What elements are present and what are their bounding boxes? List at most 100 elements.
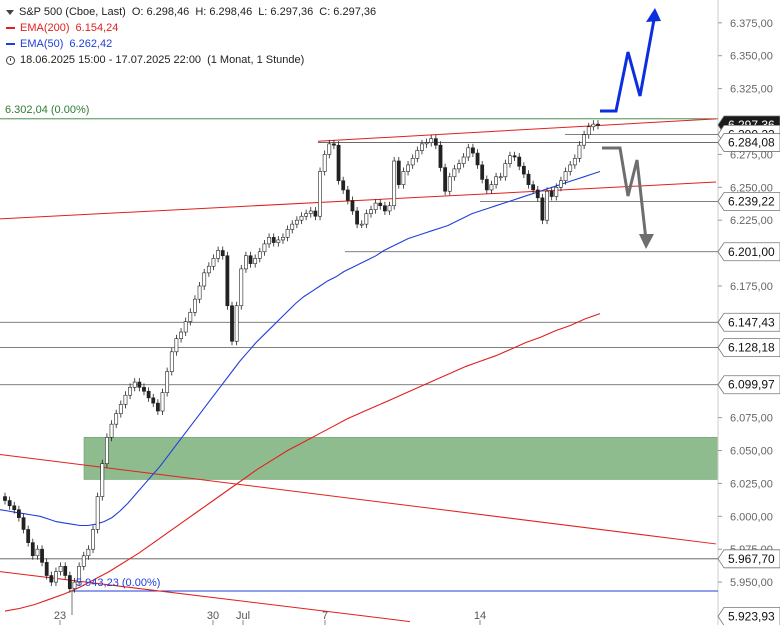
candle: [475, 152, 480, 166]
ema50-value: 6.262,42: [69, 38, 113, 50]
candle: [151, 397, 156, 404]
candle: [382, 205, 387, 212]
candle: [345, 189, 350, 201]
ema50-label: EMA(50): [20, 38, 64, 50]
candle: [72, 581, 77, 589]
price-label-text: 6.201,00: [728, 245, 775, 259]
candle: [387, 205, 392, 212]
price-label-box: [717, 312, 780, 332]
y-tick-label: 5.950,00: [730, 577, 773, 589]
candle: [415, 150, 420, 159]
price-label: 6.284,08: [717, 133, 780, 152]
candle: [364, 213, 369, 225]
candle: [40, 548, 44, 563]
price-labels: 6.297,366.290,226.284,086.239,226.201,00…: [717, 115, 780, 625]
candle: [596, 123, 600, 126]
ohlc-close: C: 6.297,36: [319, 6, 377, 18]
x-axis-ticks: 23 30 Jul 7 14: [54, 610, 486, 625]
price-label: 6.239,22: [717, 192, 780, 211]
top-level-annotation: 6.302,04 (0.00%): [5, 104, 90, 116]
candle: [35, 548, 40, 557]
instrument-name: S&P 500 (Cboe, Last): [19, 6, 126, 18]
price-label: 6.201,00: [717, 242, 780, 262]
candle: [304, 213, 309, 217]
candle: [582, 134, 587, 146]
candle: [420, 143, 424, 151]
candle: [146, 390, 151, 399]
candle: [12, 505, 17, 511]
price-label: 6.099,97: [717, 375, 780, 395]
candle: [188, 312, 193, 322]
candle: [174, 338, 179, 353]
candle: [494, 176, 498, 185]
x-tick-label: 30: [207, 610, 219, 622]
candle: [447, 176, 452, 192]
candle: [257, 251, 262, 259]
candle: [26, 529, 31, 543]
candle: [429, 138, 434, 143]
candle: [586, 126, 591, 135]
candle: [438, 144, 443, 168]
candle: [299, 215, 304, 221]
candle: [559, 180, 563, 188]
ohlc-high: H: 6.298,46: [195, 6, 253, 18]
candle: [63, 566, 68, 576]
candle: [452, 168, 457, 178]
price-label-box: [717, 607, 780, 625]
candle: [327, 143, 332, 155]
candle: [396, 160, 401, 185]
candle: [535, 189, 540, 199]
x-tick-label: Jul: [236, 610, 250, 622]
x-tick-label: 14: [474, 610, 486, 622]
bearish-scenario-arrow: [602, 146, 648, 241]
candle: [54, 571, 58, 583]
candle: [137, 381, 142, 388]
price-label-text: 6.099,97: [728, 378, 775, 392]
y-tick-label: 6.225,00: [730, 215, 773, 227]
legend-expand-icon[interactable]: [6, 9, 14, 15]
candle: [95, 496, 100, 530]
candle: [577, 144, 582, 159]
candle: [484, 179, 489, 191]
price-label: 5.967,70: [717, 549, 780, 569]
candle: [373, 202, 378, 210]
candle: [206, 265, 211, 274]
clock-icon: [6, 55, 15, 65]
price-label-text: 6.284,08: [728, 135, 775, 149]
price-label-box: [717, 133, 780, 152]
candle: [197, 285, 202, 300]
candle: [471, 147, 475, 154]
price-label-box: [717, 192, 780, 211]
candle: [105, 437, 109, 464]
price-label-text: 5.923,93: [728, 609, 775, 623]
candle: [248, 255, 253, 264]
candle: [517, 156, 522, 167]
candle: [253, 258, 258, 264]
ema200-value: 6.154,24: [75, 22, 119, 34]
ohlc-open: O: 6.298,46: [131, 6, 190, 18]
price-label-box: [717, 338, 780, 358]
candle: [549, 190, 554, 197]
candlesticks: [3, 120, 600, 593]
candle: [545, 190, 549, 221]
candle: [332, 143, 336, 146]
ema50-row: EMA(50) 6.262,42: [6, 36, 376, 52]
price-label-box: [717, 242, 780, 262]
candle: [230, 305, 234, 342]
x-tick-label: 7: [322, 610, 328, 622]
candle: [503, 163, 508, 178]
y-tick-label: 6.175,00: [730, 281, 773, 293]
candle: [498, 176, 503, 179]
candle: [49, 575, 54, 583]
candle: [225, 255, 230, 307]
candle: [183, 321, 188, 333]
ema50-line: [0, 170, 601, 527]
scenario-arrows: [600, 8, 661, 249]
x-tick-label: 23: [54, 610, 66, 622]
candle: [179, 331, 183, 339]
candle: [336, 144, 341, 182]
candle: [86, 548, 91, 557]
y-tick-label: 6.350,00: [730, 51, 773, 63]
